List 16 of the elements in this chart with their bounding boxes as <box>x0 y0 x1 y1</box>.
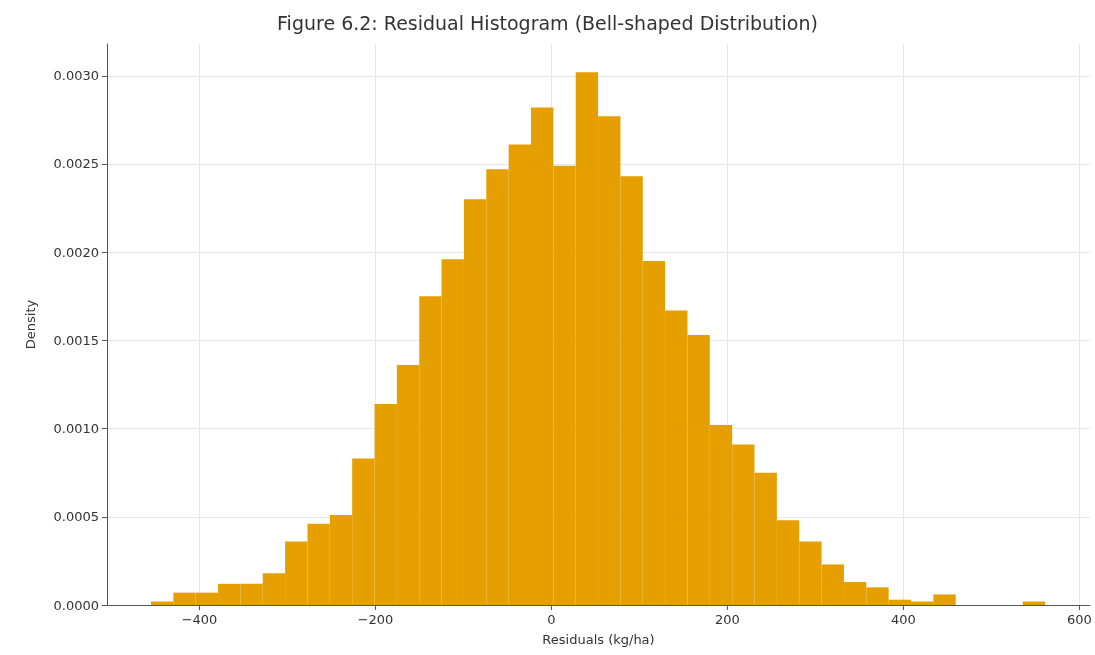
x-tick-label: 600 <box>1067 612 1092 627</box>
x-tick-label: −200 <box>357 612 394 627</box>
y-tick-label: 0.0015 <box>53 332 99 348</box>
y-tick-label: 0.0030 <box>53 68 99 84</box>
x-tick-label: 200 <box>715 612 740 627</box>
y-axis-title: Density <box>23 299 38 350</box>
x-tick-label: 400 <box>891 612 916 627</box>
y-tick-label: 0.0010 <box>53 421 99 437</box>
y-tick-label: 0.0025 <box>53 156 99 172</box>
x-tick-label: 0 <box>547 612 556 627</box>
y-tick-label: 0.0000 <box>53 597 99 613</box>
x-axis-title: Residuals (kg/ha) <box>542 632 655 647</box>
x-tick-label: −400 <box>181 612 218 627</box>
y-tick-label: 0.0020 <box>53 244 99 260</box>
y-tick-label: 0.0005 <box>53 509 99 525</box>
chart-title: Figure 6.2: Residual Histogram (Bell-shaped Distribution) <box>277 11 818 34</box>
